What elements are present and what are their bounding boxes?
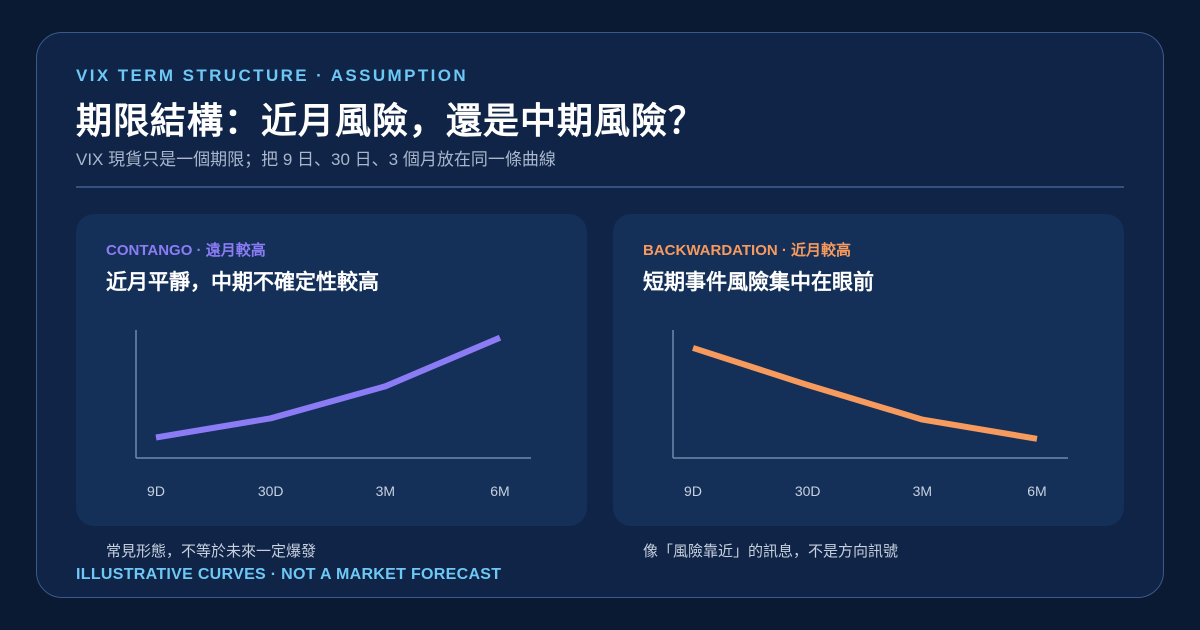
backwardation-tick-label-30d: 30D [795, 483, 821, 499]
contango-tick-label-30d: 30D [258, 483, 284, 499]
backwardation-tick-label-3m: 3M [913, 483, 932, 499]
backwardation-tag: BACKWARDATION · 近月較高 [643, 242, 852, 259]
contango-note: 常見形態，不等於未來一定爆發 [106, 543, 317, 560]
backwardation-chart: 9D 30D 3M 6M [672, 330, 1068, 499]
backwardation-tick-label-6m: 6M [1027, 483, 1046, 499]
page-title: 期限結構：近月風險，還是中期風險？ [76, 100, 706, 141]
backwardation-curve-line [692, 345, 1038, 442]
backwardation-headline: 短期事件風險集中在眼前 [643, 271, 874, 294]
contango-tick-label-9d: 9D [147, 483, 165, 499]
contango-headline: 近月平靜，中期不確定性較高 [106, 271, 379, 294]
backwardation-note: 像「風險靠近」的訊息，不是方向訊號 [643, 543, 899, 560]
eyebrow-label: VIX TERM STRUCTURE · ASSUMPTION [76, 66, 469, 85]
contango-tick-label-3m: 3M [376, 483, 395, 499]
contango-panel: CONTANGO · 遠月較高 近月平靜，中期不確定性較高 9D 30D 3M 6M [76, 214, 587, 526]
backwardation-tick-label-9d: 9D [684, 483, 702, 499]
backwardation-panel: BACKWARDATION · 近月較高 短期事件風險集中在眼前 9D 30D 3M… [613, 214, 1124, 526]
header-divider [76, 186, 1124, 188]
contango-curve-line [155, 334, 502, 441]
contango-tick-label-6m: 6M [490, 483, 509, 499]
contango-tag: CONTANGO · 遠月較高 [106, 242, 266, 259]
footer-disclaimer: ILLUSTRATIVE CURVES · NOT A MARKET FOREC… [76, 566, 502, 583]
page-subtitle: VIX 現貨只是一個期限；把 9 日、30 日、3 個月放在同一條曲線 [76, 150, 556, 169]
contango-chart: 9D 30D 3M 6M [135, 330, 531, 499]
